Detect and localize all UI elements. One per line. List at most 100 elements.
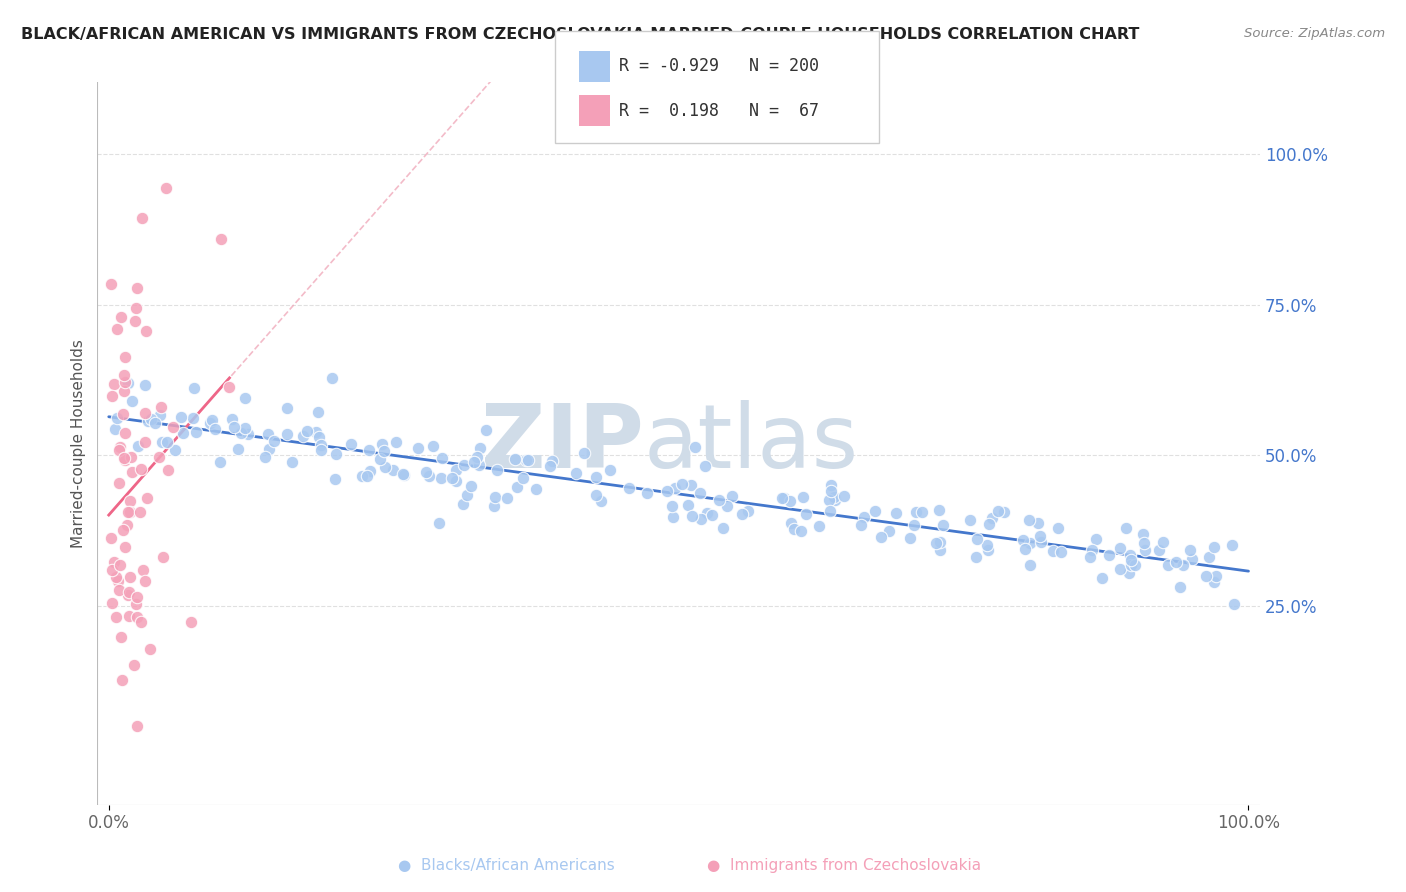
Point — [105, 570, 128, 584]
Point — [1014, 542, 1036, 557]
Point — [105, 609, 128, 624]
Point — [1121, 558, 1143, 572]
Point — [585, 488, 607, 502]
Point — [125, 610, 148, 624]
Point — [683, 440, 706, 454]
Point — [832, 489, 855, 503]
Point — [108, 440, 131, 454]
Point — [124, 314, 146, 328]
Point — [904, 505, 927, 519]
Point — [790, 524, 813, 539]
Point — [468, 458, 491, 472]
Point — [254, 450, 277, 464]
Point — [1181, 552, 1204, 566]
Point — [117, 376, 139, 390]
Point — [127, 719, 149, 733]
Point — [1119, 548, 1142, 562]
Point — [453, 458, 475, 473]
Point — [721, 489, 744, 503]
Point — [235, 391, 257, 405]
Point — [444, 463, 467, 477]
Point — [430, 451, 453, 466]
Point — [506, 480, 529, 494]
Point — [276, 401, 298, 416]
Point — [987, 503, 1010, 517]
Point — [820, 484, 842, 499]
Point — [356, 469, 378, 483]
Point — [976, 538, 998, 552]
Point — [636, 486, 658, 500]
Point — [1157, 558, 1180, 573]
Point — [136, 414, 159, 428]
Point — [1133, 536, 1156, 550]
Point — [101, 389, 124, 403]
Point — [1042, 544, 1064, 558]
Point — [311, 438, 333, 452]
Point — [696, 506, 718, 520]
Point — [903, 518, 925, 533]
Point — [406, 442, 429, 456]
Text: ●  Blacks/African Americans: ● Blacks/African Americans — [398, 858, 614, 872]
Point — [884, 506, 907, 520]
Point — [292, 429, 315, 443]
Point — [108, 442, 131, 457]
Point — [162, 420, 184, 434]
Point — [1078, 550, 1101, 565]
Point — [139, 412, 162, 426]
Point — [221, 411, 243, 425]
Point — [129, 505, 152, 519]
Point — [120, 494, 142, 508]
Point — [516, 452, 538, 467]
Point — [150, 401, 173, 415]
Point — [307, 405, 329, 419]
Point — [186, 425, 208, 439]
Point — [1115, 521, 1137, 535]
Point — [209, 232, 232, 246]
Point — [870, 530, 893, 544]
Point — [993, 505, 1015, 519]
Point — [1091, 571, 1114, 585]
Point — [709, 493, 731, 508]
Point — [1180, 543, 1202, 558]
Point — [671, 477, 693, 491]
Point — [1220, 539, 1243, 553]
Point — [105, 411, 128, 425]
Point — [1205, 569, 1227, 583]
Point — [157, 462, 180, 476]
Point — [681, 508, 703, 523]
Point — [117, 609, 139, 624]
Point — [823, 490, 845, 504]
Point — [323, 472, 346, 486]
Point — [702, 508, 724, 522]
Point — [1204, 574, 1226, 589]
Point — [737, 503, 759, 517]
Point — [281, 455, 304, 469]
Point — [1108, 541, 1130, 556]
Text: ●  Immigrants from Czechoslovakia: ● Immigrants from Czechoslovakia — [707, 858, 980, 872]
Point — [226, 442, 249, 456]
Point — [981, 510, 1004, 524]
Point — [149, 409, 172, 423]
Point — [716, 499, 738, 513]
Point — [229, 425, 252, 440]
Point — [482, 500, 505, 514]
Point — [852, 510, 875, 524]
Point — [1132, 526, 1154, 541]
Point — [120, 450, 142, 464]
Point — [468, 441, 491, 455]
Point — [524, 482, 547, 496]
Point — [849, 518, 872, 533]
Point — [689, 485, 711, 500]
Point — [824, 493, 846, 508]
Point — [110, 673, 132, 687]
Point — [350, 468, 373, 483]
Point — [456, 488, 478, 502]
Text: ZIP: ZIP — [481, 400, 644, 487]
Point — [932, 518, 955, 533]
Point — [1166, 555, 1188, 569]
Point — [1123, 558, 1146, 572]
Point — [134, 434, 156, 449]
Point — [100, 531, 122, 545]
Point — [661, 500, 683, 514]
Point — [1046, 521, 1069, 535]
